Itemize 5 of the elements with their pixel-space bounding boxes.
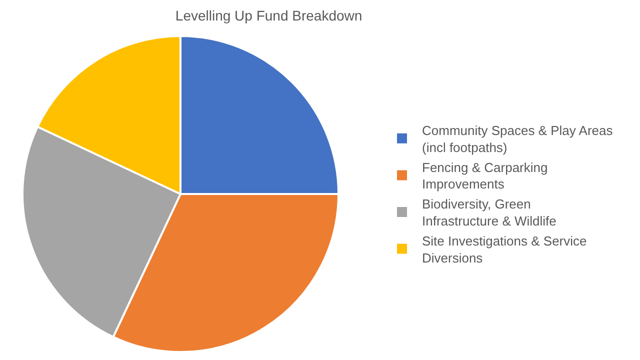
legend-label: Community Spaces & Play Areas (incl footpaths) [422, 123, 614, 155]
legend-label: Site Investigations & Service Diversions [422, 233, 587, 266]
chart-title: Levelling Up Fund Breakdown [175, 8, 362, 24]
legend-label: Biodiversity, Green Infrastructure & Wildlife [422, 196, 556, 229]
legend-label: Fencing & Carparking Improvements [422, 160, 548, 192]
